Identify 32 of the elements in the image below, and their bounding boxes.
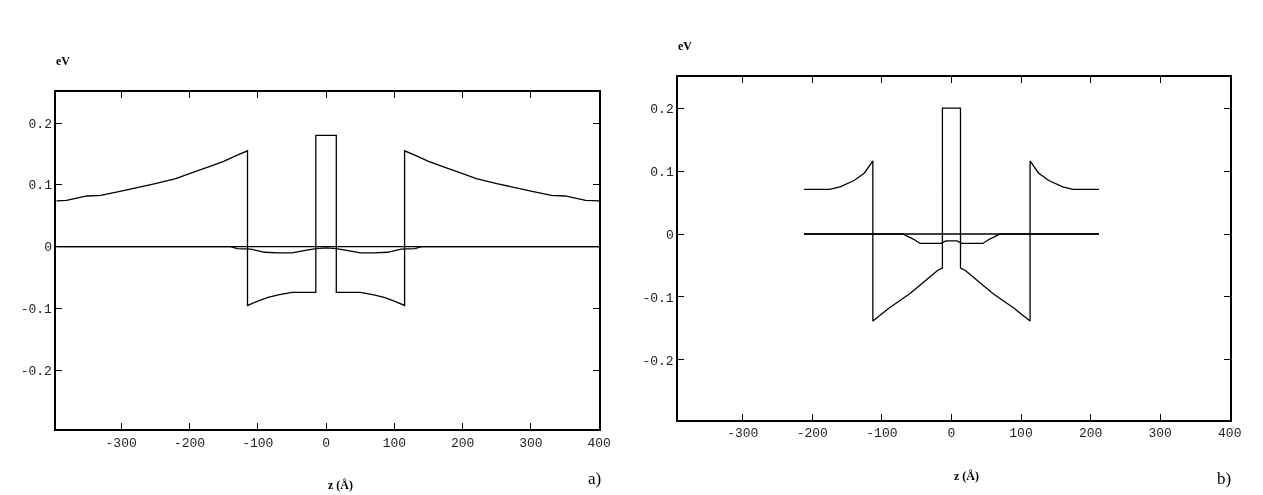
x-tick-label: 0 — [947, 426, 956, 442]
y-tick-label: 0.2 — [650, 101, 674, 117]
y-tick-label: -0.2 — [642, 353, 674, 369]
x-tick-label: 300 — [1148, 426, 1172, 442]
x-tick-label: 100 — [1009, 426, 1033, 442]
x-tick-label: -300 — [105, 435, 137, 451]
x-tick-label: -200 — [173, 435, 206, 451]
y-tick-label: 0.2 — [28, 116, 52, 132]
x-tick-label: 200 — [450, 435, 475, 451]
y-tick-label: -0.2 — [20, 363, 52, 379]
x-axis-title: z (Å) — [328, 478, 353, 492]
y-tick-label: 0 — [665, 227, 674, 243]
x-tick-label: 300 — [519, 435, 543, 451]
x-tick-label: -100 — [866, 426, 898, 442]
y-tick-label: 0.1 — [28, 178, 53, 194]
x-tick-label: 0 — [322, 435, 330, 451]
y-tick-label: 0 — [44, 240, 52, 256]
y-axis-title: eV — [678, 39, 693, 53]
x-tick-label: -200 — [796, 426, 828, 442]
text: a) — [588, 469, 602, 488]
x-axis-title: z (Å) — [954, 469, 979, 483]
x-tick-label: 400 — [587, 435, 611, 451]
x-tick-label: -300 — [727, 426, 759, 442]
x-tick-label: 400 — [1218, 426, 1242, 442]
text: b) — [1217, 469, 1232, 488]
x-tick-label: -100 — [242, 435, 274, 451]
y-tick-label: -0.1 — [20, 302, 53, 318]
x-tick-label: 100 — [382, 435, 407, 451]
y-axis-title: eV — [56, 54, 71, 68]
x-tick-label: 200 — [1078, 426, 1103, 442]
y-tick-label: -0.1 — [642, 290, 674, 306]
y-tick-label: 0.1 — [650, 164, 674, 180]
